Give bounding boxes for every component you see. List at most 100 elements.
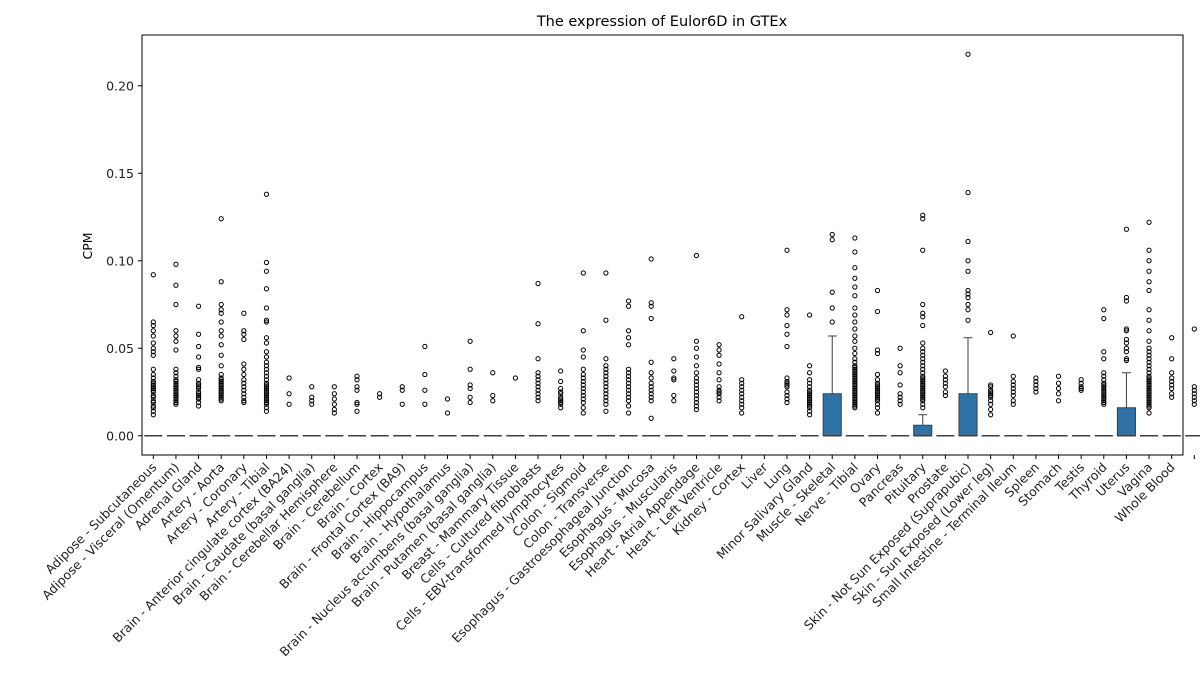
- outlier-point: [625, 377, 632, 383]
- outlier-point: [535, 370, 541, 376]
- outlier-point: [648, 315, 654, 322]
- outlier-point: [852, 389, 858, 395]
- outlier-point: [784, 399, 790, 406]
- outlier-point: [263, 387, 270, 393]
- outlier-point: [852, 373, 858, 379]
- outlier-point: [241, 328, 247, 334]
- outlier-point: [852, 385, 858, 392]
- outlier-point: [829, 319, 835, 325]
- outlier-point: [1055, 385, 1062, 392]
- outlier-point: [988, 406, 994, 413]
- outlier-point: [218, 396, 224, 402]
- outlier-point: [897, 370, 903, 376]
- outlier-point: [852, 293, 858, 299]
- box-group-33: [891, 345, 910, 437]
- box-group-7: [302, 384, 321, 437]
- outlier-point: [625, 398, 632, 404]
- outlier-point: [874, 347, 881, 353]
- outlier-point: [920, 370, 926, 376]
- outlier-point: [920, 216, 926, 222]
- outlier-point: [241, 361, 247, 367]
- box-group-9: [347, 373, 367, 437]
- outlier-point: [241, 310, 247, 316]
- outlier-point: [218, 380, 224, 386]
- outlier-point: [218, 378, 224, 385]
- outlier-point: [806, 391, 813, 397]
- chart-title: The expression of Eulor6D in GTEx: [536, 14, 788, 30]
- outlier-point: [739, 410, 745, 416]
- outlier-point: [580, 366, 586, 372]
- outlier-point: [150, 366, 156, 372]
- outlier-point: [1123, 336, 1130, 343]
- outlier-point: [150, 389, 156, 395]
- outlier-point: [580, 392, 586, 399]
- outlier-point: [467, 366, 473, 372]
- outlier-point: [263, 391, 270, 397]
- outlier-point: [1146, 287, 1152, 294]
- outlier-point: [195, 377, 202, 383]
- outlier-point: [716, 398, 722, 404]
- box-group-42: [1094, 307, 1113, 437]
- box-group-4: [234, 310, 253, 437]
- outlier-point: [648, 303, 654, 309]
- outlier-point: [535, 394, 541, 400]
- box-group-36: [958, 51, 978, 437]
- outlier-point: [535, 391, 541, 397]
- outlier-point: [693, 385, 700, 392]
- outlier-point: [852, 394, 858, 400]
- outlier-point: [874, 371, 881, 378]
- outlier-point: [173, 378, 179, 385]
- outlier-point: [920, 382, 926, 388]
- outlier-point: [173, 328, 179, 334]
- outlier-point: [716, 370, 722, 376]
- box-group-6: [280, 375, 299, 437]
- outlier-point: [1146, 410, 1152, 416]
- outlier-point: [806, 384, 813, 390]
- outlier-point: [331, 410, 337, 416]
- outlier-point: [852, 305, 858, 311]
- outlier-point: [693, 399, 700, 406]
- outlier-point: [286, 375, 292, 381]
- outlier-point: [897, 363, 903, 369]
- outlier-point: [806, 392, 813, 399]
- outlier-point: [580, 385, 586, 392]
- outlier-point: [1033, 378, 1039, 385]
- outlier-point: [150, 403, 156, 409]
- outlier-point: [218, 382, 224, 388]
- box-group-24: [687, 252, 706, 437]
- outlier-point: [1055, 380, 1062, 386]
- outlier-point: [806, 396, 813, 402]
- outlier-point: [195, 391, 202, 397]
- outlier-point: [693, 392, 700, 399]
- outlier-point: [1146, 363, 1152, 369]
- outlier-point: [1146, 356, 1152, 362]
- outlier-point: [965, 287, 971, 294]
- outlier-point: [874, 410, 881, 416]
- outlier-point: [897, 398, 903, 404]
- outlier-point: [852, 391, 858, 397]
- outlier-point: [648, 359, 654, 365]
- box-group-44: [1140, 219, 1159, 437]
- outlier-point: [897, 391, 903, 397]
- outlier-point: [1146, 373, 1152, 379]
- box-group-34: [913, 212, 933, 437]
- outlier-point: [558, 368, 564, 374]
- outlier-point: [671, 392, 677, 399]
- outlier-point: [580, 270, 586, 276]
- outlier-point: [195, 382, 202, 388]
- box-group-17: [528, 280, 548, 437]
- outlier-point: [806, 401, 813, 407]
- outlier-point: [648, 256, 654, 262]
- outlier-point: [195, 343, 202, 350]
- outlier-point: [988, 401, 994, 407]
- outlier-point: [1101, 396, 1107, 402]
- outlier-point: [625, 391, 632, 397]
- outlier-point: [1146, 399, 1152, 406]
- outlier-point: [241, 371, 247, 378]
- outlier-point: [150, 371, 156, 378]
- outlier-point: [852, 312, 858, 318]
- outlier-point: [173, 401, 179, 407]
- outlier-point: [874, 396, 881, 402]
- box-group-3: [212, 216, 231, 437]
- box-group-16: [506, 375, 525, 437]
